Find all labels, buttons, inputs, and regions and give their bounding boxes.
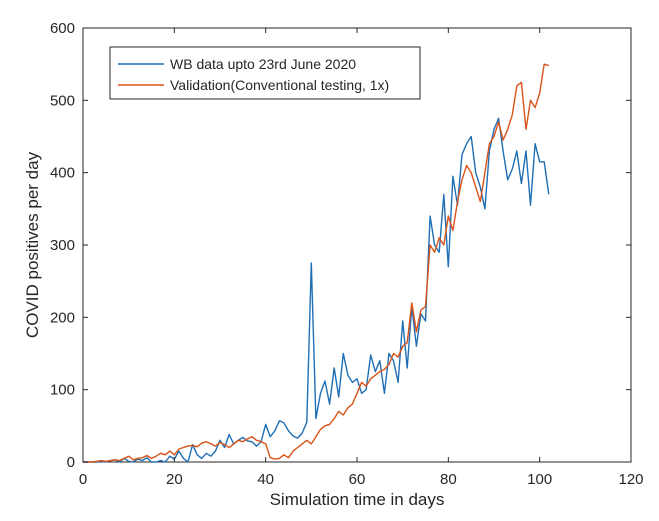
series-line-wb-data [83,117,550,463]
x-tick-label: 100 [527,471,552,488]
y-tick-label: 0 [67,454,75,471]
x-tick-label: 80 [440,471,457,488]
x-tick-label: 40 [257,471,274,488]
legend-label-validation: Validation(Conventional testing, 1x) [170,77,389,93]
x-tick-label: 60 [349,471,366,488]
legend-label-wb-data: WB data upto 23rd June 2020 [170,56,356,72]
y-tick-label: 200 [50,309,75,326]
x-axis-label: Simulation time in days [270,490,445,509]
y-tick-label: 500 [50,92,75,109]
y-tick-label: 100 [50,382,75,399]
legend-box [109,46,421,100]
x-tick-label: 20 [166,471,183,488]
x-tick-label: 0 [79,471,87,488]
plot-area [82,27,632,463]
legend: WB data upto 23rd June 2020 Validation(C… [109,46,421,100]
y-tick-label: 300 [50,237,75,254]
y-axis-label: COVID positives per day [23,151,42,338]
x-tick-label: 120 [618,471,643,488]
y-tick-label: 600 [50,20,75,37]
series-line-validation [83,63,550,463]
y-tick-label: 400 [50,165,75,182]
series-layer [83,63,550,463]
axis-ticks: 0 20 40 60 80 100 120 0 100 200 300 400 500 600 [50,20,644,488]
